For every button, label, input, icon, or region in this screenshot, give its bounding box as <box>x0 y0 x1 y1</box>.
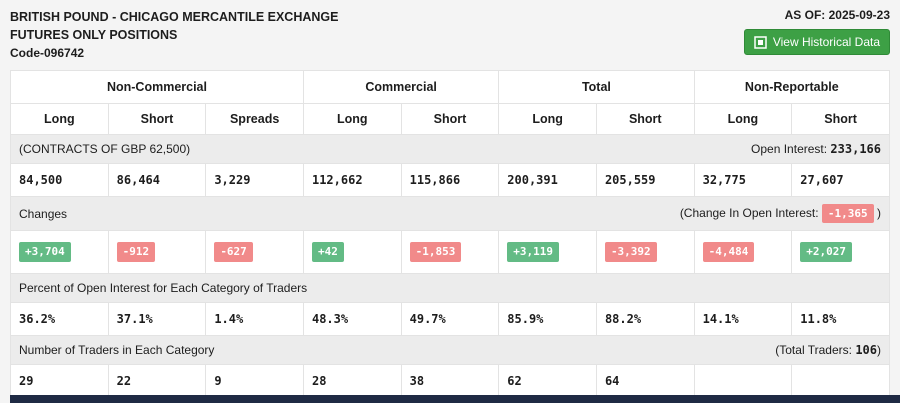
position-cell: 86,464 <box>107 163 207 198</box>
column-header: Spreads <box>205 103 304 136</box>
page-subtitle: FUTURES ONLY POSITIONS <box>10 28 178 43</box>
report-titles: BRITISH POUND - CHICAGO MERCANTILE EXCHA… <box>10 8 338 62</box>
change-badge: -4,484 <box>702 242 755 262</box>
percent-label: Percent of Open Interest for Each Catego… <box>19 280 308 295</box>
total-traders-suffix: ) <box>877 342 881 357</box>
traders-cell: 9 <box>205 363 304 398</box>
column-header: Short <box>400 103 500 136</box>
as-of-date: AS OF: 2025-09-23 <box>784 8 890 22</box>
position-cell: 205,559 <box>595 163 695 198</box>
percent-cell: 14.1% <box>693 301 793 336</box>
page-title: BRITISH POUND - CHICAGO MERCANTILE EXCHA… <box>10 10 339 24</box>
traders-cell: 38 <box>400 363 500 398</box>
traders-cell <box>693 363 793 398</box>
group-header-row: Non-Commercial Commercial Total Non-Repo… <box>10 70 891 105</box>
view-historical-data-button[interactable]: View Historical Data <box>743 29 890 55</box>
open-interest-value: 233,166 <box>830 142 881 157</box>
change-oi-prefix: (Change In Open Interest: <box>679 206 819 221</box>
column-header-row: Long Short Spreads Long Short Long Short… <box>10 103 890 136</box>
change-badge: +42 <box>311 242 344 262</box>
changes-label: Changes <box>19 206 68 221</box>
historical-data-icon <box>754 35 767 49</box>
position-cell: 32,775 <box>693 163 793 198</box>
footer-bar <box>10 395 900 403</box>
cot-table: Non-Commercial Commercial Total Non-Repo… <box>10 70 891 398</box>
traders-label: Number of Traders in Each Category <box>19 342 215 357</box>
change-badge: -1,853 <box>409 242 462 262</box>
total-traders-value: 106 <box>855 342 877 357</box>
change-badge: -3,392 <box>604 242 657 262</box>
positions-row: 84,500 86,464 3,229 112,662 115,866 200,… <box>10 163 890 198</box>
column-header: Short <box>107 103 207 136</box>
open-interest-change-badge: -1,365 <box>821 204 874 224</box>
traders-label-row: Number of Traders in Each Category (Tota… <box>10 334 890 365</box>
change-badge: +2,027 <box>800 242 852 262</box>
position-cell: 84,500 <box>10 163 109 198</box>
percent-cell: 85.9% <box>498 301 597 336</box>
total-traders-prefix: (Total Traders: <box>775 342 852 357</box>
group-header-commercial: Commercial <box>302 70 500 105</box>
changes-label-row: Changes (Change In Open Interest: -1,365… <box>10 196 890 232</box>
traders-cell: 28 <box>302 363 402 398</box>
column-header: Long <box>498 103 597 136</box>
percent-cell: 36.2% <box>10 301 109 336</box>
change-badge: -912 <box>116 242 156 262</box>
traders-cell: 64 <box>595 363 695 398</box>
total-traders: (Total Traders: 106) <box>775 343 881 357</box>
traders-cell <box>791 363 890 398</box>
header-right: AS OF: 2025-09-23 View Historical Data <box>743 8 890 55</box>
group-header-noncommercial: Non-Commercial <box>10 70 304 105</box>
position-cell: 200,391 <box>498 163 597 198</box>
traders-cell: 29 <box>10 363 109 398</box>
contract-code: Code-096742 <box>10 46 85 61</box>
column-header: Long <box>302 103 402 136</box>
contracts-row: (CONTRACTS OF GBP 62,500) Open Interest:… <box>10 134 890 165</box>
open-interest: Open Interest: 233,166 <box>751 142 881 156</box>
contracts-label: (CONTRACTS OF GBP 62,500) <box>19 142 191 157</box>
report-header: BRITISH POUND - CHICAGO MERCANTILE EXCHA… <box>10 8 890 62</box>
percent-cell: 48.3% <box>302 301 402 336</box>
position-cell: 112,662 <box>302 163 402 198</box>
group-header-total: Total <box>498 70 695 105</box>
percents-row: 36.2% 37.1% 1.4% 48.3% 49.7% 85.9% 88.2%… <box>10 301 890 336</box>
traders-cell: 22 <box>107 363 207 398</box>
percent-cell: 88.2% <box>595 301 695 336</box>
change-oi-suffix: ) <box>877 206 881 221</box>
percent-cell: 11.8% <box>791 301 890 336</box>
change-badge: +3,119 <box>507 242 560 262</box>
percent-cell: 49.7% <box>400 301 500 336</box>
traders-cell: 62 <box>498 363 597 398</box>
column-header: Short <box>791 103 890 136</box>
column-header: Short <box>595 103 695 136</box>
position-cell: 27,607 <box>791 163 890 198</box>
position-cell: 115,866 <box>400 163 500 198</box>
change-badge: -627 <box>214 242 253 262</box>
open-interest-label: Open Interest: <box>751 142 828 157</box>
change-badge: +3,704 <box>19 242 71 262</box>
percent-label-row: Percent of Open Interest for Each Catego… <box>10 272 890 303</box>
changes-row: +3,704 -912 -627 +42 -1,853 +3,119 -3,39… <box>10 230 890 274</box>
position-cell: 3,229 <box>205 163 304 198</box>
percent-cell: 37.1% <box>107 301 207 336</box>
group-header-nonreportable: Non-Reportable <box>693 70 891 105</box>
traders-row: 29 22 9 28 38 62 64 <box>10 363 890 398</box>
column-header: Long <box>10 103 109 136</box>
column-header: Long <box>693 103 793 136</box>
percent-cell: 1.4% <box>205 301 304 336</box>
change-in-open-interest: (Change In Open Interest: -1,365 ) <box>679 204 881 224</box>
historical-data-button-label: View Historical Data <box>772 35 880 49</box>
